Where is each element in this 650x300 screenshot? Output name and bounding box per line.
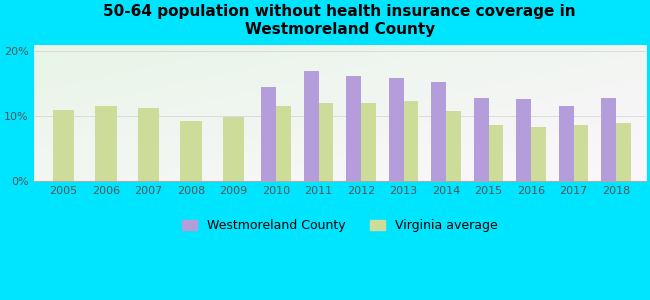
Bar xyxy=(318,103,333,181)
Bar xyxy=(474,98,489,181)
Bar xyxy=(138,108,159,181)
Bar xyxy=(181,121,202,181)
Bar xyxy=(276,106,291,181)
Bar xyxy=(96,106,116,181)
Bar xyxy=(446,111,461,181)
Bar xyxy=(516,99,531,181)
Bar xyxy=(346,76,361,181)
Bar xyxy=(489,124,504,181)
Bar xyxy=(559,106,573,181)
Bar xyxy=(304,71,318,181)
Bar xyxy=(531,127,546,181)
Bar xyxy=(261,87,276,181)
Bar xyxy=(389,78,404,181)
Bar xyxy=(601,98,616,181)
Bar xyxy=(431,82,446,181)
Bar xyxy=(223,117,244,181)
Legend: Westmoreland County, Virginia average: Westmoreland County, Virginia average xyxy=(181,219,498,232)
Bar xyxy=(616,123,631,181)
Title: 50-64 population without health insurance coverage in
Westmoreland County: 50-64 population without health insuranc… xyxy=(103,4,576,37)
Bar xyxy=(573,124,588,181)
Bar xyxy=(361,103,376,181)
Bar xyxy=(404,101,419,181)
Bar xyxy=(53,110,74,181)
